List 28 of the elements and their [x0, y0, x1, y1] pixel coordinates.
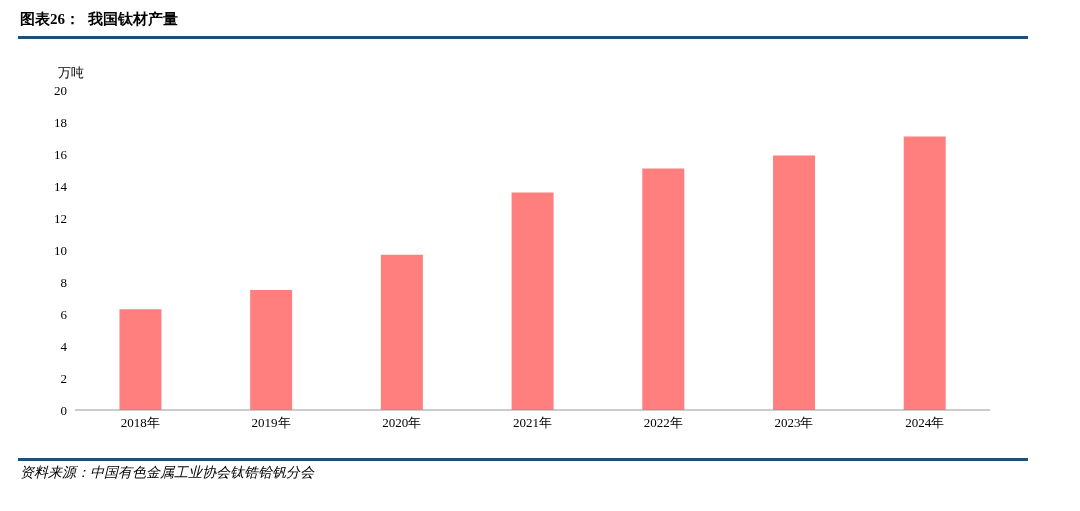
- x-tick-label: 2022年: [643, 415, 683, 431]
- y-tick-label: 12: [54, 210, 67, 226]
- bar: [119, 309, 162, 410]
- y-tick-label: 20: [54, 82, 67, 98]
- bar: [903, 136, 946, 410]
- y-tick-label: 4: [60, 338, 68, 354]
- bar: [642, 168, 685, 410]
- y-axis-title: 万吨: [58, 64, 84, 82]
- bar: [773, 155, 816, 410]
- bar: [250, 290, 293, 410]
- bar: [380, 254, 423, 410]
- x-tick-label: 2021年: [513, 415, 552, 431]
- x-tick-label: 2019年: [251, 415, 291, 431]
- y-tick-label: 16: [54, 146, 68, 162]
- chart-title: 图表26： 我国钛材产量: [20, 10, 178, 29]
- y-tick-label: 6: [60, 306, 68, 322]
- x-tick-label: 2018年: [120, 415, 160, 431]
- bar: [511, 192, 554, 410]
- y-tick-label: 0: [60, 402, 67, 418]
- x-tick-label: 2024年: [905, 415, 945, 431]
- y-tick-label: 10: [54, 242, 67, 258]
- y-tick-label: 14: [54, 178, 68, 194]
- text: 资料来源：中国有色金属工业协会钛锆铪钒分会: [20, 464, 314, 482]
- y-tick-label: 8: [60, 274, 67, 290]
- x-tick-label: 2023年: [774, 415, 814, 431]
- x-tick-label: 2020年: [382, 415, 422, 431]
- y-tick-label: 18: [54, 114, 67, 130]
- y-tick-label: 2: [60, 370, 67, 386]
